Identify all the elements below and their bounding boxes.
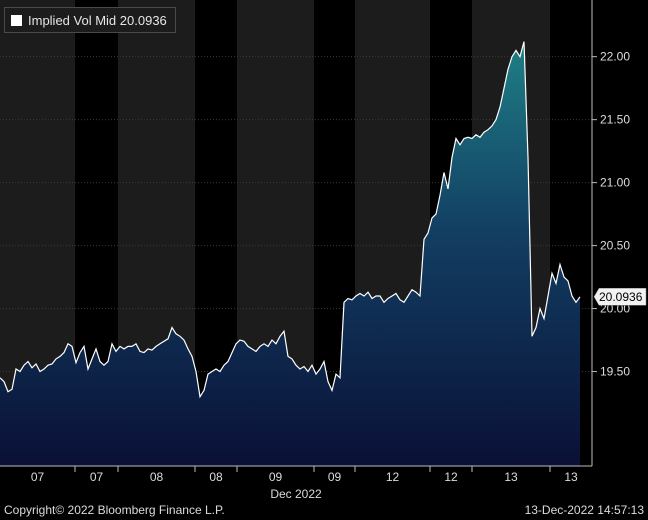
x-tick-label-5: 09	[328, 470, 342, 484]
data-area	[0, 41, 580, 466]
legend-swatch	[11, 14, 22, 26]
y-tick-label-2: 20.50	[600, 239, 630, 253]
current-value-tag: 20.0936	[593, 288, 647, 306]
x-axis-month-label: Dec 2022	[270, 487, 322, 501]
legend-label: Implied Vol Mid	[28, 12, 117, 28]
x-tick-label-0: 07	[31, 470, 45, 484]
legend-value: 20.0936	[119, 12, 167, 28]
x-axis: 07 07 08 08 09 09 12 12 13 13	[31, 466, 578, 484]
timestamp-text: 13-Dec-2022 14:57:13	[524, 503, 644, 517]
current-value-tag-label: 20.0936	[599, 290, 643, 304]
current-value-tag-box	[593, 288, 647, 306]
y-tick-label-5: 22.00	[600, 50, 630, 64]
y-tick-label-3: 21.00	[600, 176, 630, 190]
x-tick-label-1: 07	[90, 470, 104, 484]
x-tick-label-6: 12	[386, 470, 400, 484]
x-tick-label-8: 13	[504, 470, 518, 484]
x-tick-label-4: 09	[269, 470, 283, 484]
data-line	[0, 41, 581, 399]
x-tick-label-2: 08	[150, 470, 164, 484]
y-tick-label-0: 19.50	[600, 365, 630, 379]
x-tick-label-3: 08	[209, 470, 223, 484]
legend: Implied Vol Mid 20.0936	[4, 7, 176, 33]
copyright-text: Copyright© 2022 Bloomberg Finance L.P.	[4, 503, 225, 517]
x-tick-label-9: 13	[564, 470, 578, 484]
x-tick-label-7: 12	[444, 470, 458, 484]
y-tick-label-4: 21.50	[600, 113, 630, 127]
